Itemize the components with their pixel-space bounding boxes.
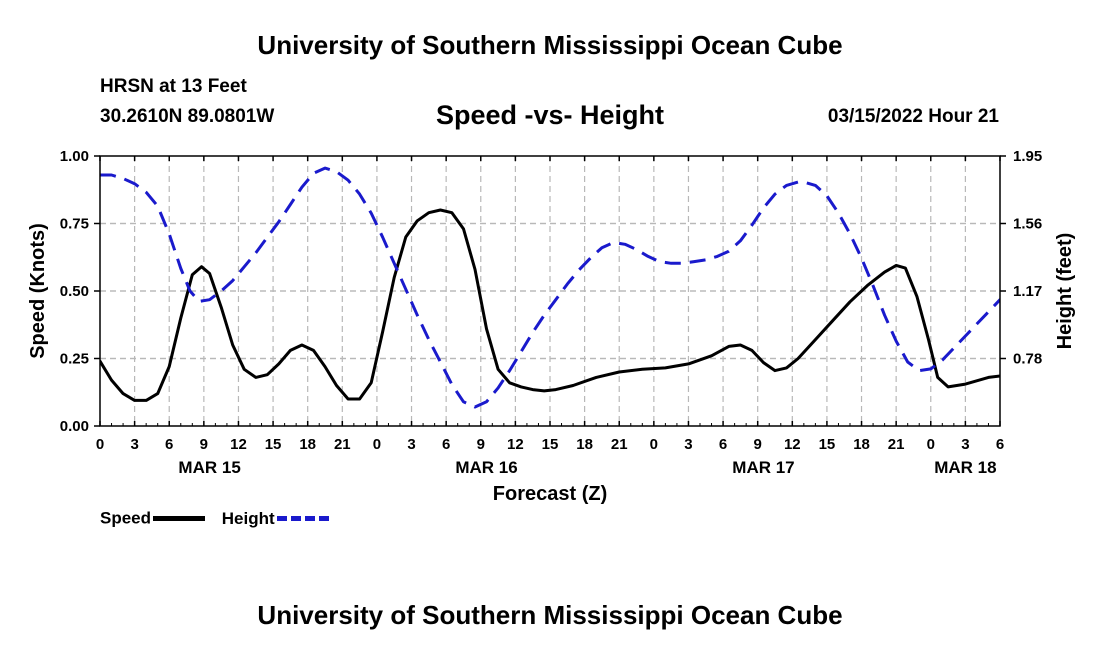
x-tick-label: 18 — [299, 436, 316, 453]
legend-height-label: Height — [221, 508, 275, 528]
chart-subtitle: Speed -vs- Height — [435, 100, 665, 130]
y-left-tick-label: 1.00 — [60, 148, 89, 165]
x-tick-label: 18 — [853, 436, 870, 453]
x-tick-label: 12 — [230, 436, 247, 453]
y-left-tick-label: 0.50 — [60, 283, 89, 300]
y-left-tick-label: 0.25 — [60, 351, 89, 368]
x-tick-label: 18 — [576, 436, 593, 453]
legend-speed-label: Speed — [100, 508, 152, 528]
station-coordinates: 30.2610N 89.0801W — [100, 106, 275, 127]
y-right-tick-label: 1.56 — [1013, 216, 1042, 233]
y-left-tick-label: 0.75 — [60, 216, 89, 233]
x-tick-label: 3 — [961, 436, 969, 453]
x-tick-label: 21 — [611, 436, 628, 453]
series-line-speed — [100, 208, 1000, 402]
chart-grid — [100, 156, 1000, 426]
x-tick-label: 6 — [996, 436, 1004, 453]
x-tick-label: 12 — [784, 436, 801, 453]
x-tick-label: 9 — [200, 436, 208, 453]
x-tick-label: 3 — [407, 436, 415, 453]
y-left-tick-label: 0.00 — [60, 418, 89, 435]
chart-legend: Speed Height — [100, 508, 329, 529]
date-label: MAR 16 — [455, 458, 517, 477]
forecast-date: 03/15/2022 Hour 21 — [827, 106, 999, 127]
y-right-tick-label: 1.17 — [1013, 283, 1042, 300]
station-label: HRSN at 13 Feet — [100, 76, 247, 97]
x-tick-label: 9 — [477, 436, 485, 453]
x-tick-label: 21 — [334, 436, 351, 453]
x-tick-label: 0 — [96, 436, 104, 453]
x-tick-label: 21 — [888, 436, 905, 453]
x-tick-label: 3 — [684, 436, 692, 453]
y-right-tick-label: 0.78 — [1013, 351, 1042, 368]
chart-series — [100, 166, 1000, 409]
series-line-height — [100, 166, 1000, 409]
x-tick-label: 6 — [442, 436, 450, 453]
y-axis-left-label: Speed (Knots) — [27, 223, 49, 359]
x-tick-label: 0 — [650, 436, 658, 453]
legend-height-swatch — [276, 516, 329, 522]
x-tick-label: 15 — [542, 436, 559, 453]
page-title: University of Southern Mississippi Ocean… — [257, 30, 843, 60]
date-label: MAR 18 — [934, 458, 996, 477]
x-tick-label: 0 — [927, 436, 935, 453]
legend-speed-swatch — [153, 516, 206, 522]
y-axis-right-label: Height (feet) — [1054, 233, 1076, 350]
x-tick-label: 12 — [507, 436, 524, 453]
x-tick-label: 6 — [719, 436, 727, 453]
x-tick-label: 0 — [373, 436, 381, 453]
x-axis-label: Forecast (Z) — [493, 483, 607, 505]
date-label: MAR 17 — [732, 458, 794, 477]
y-right-tick-label: 1.95 — [1013, 148, 1042, 165]
chart-ticks: 0 3 6 9 12 15 18 21 0 3 6 9 12 15 18 21 0 3 6 9 12 15 18 21 0 3 6M… — [60, 148, 1042, 477]
x-tick-label: 6 — [165, 436, 173, 453]
x-tick-label: 9 — [754, 436, 762, 453]
x-tick-label: 3 — [130, 436, 138, 453]
footer-title: University of Southern Mississippi Ocean… — [257, 600, 843, 630]
date-label: MAR 15 — [178, 458, 240, 477]
x-tick-label: 15 — [819, 436, 836, 453]
x-tick-label: 15 — [265, 436, 282, 453]
